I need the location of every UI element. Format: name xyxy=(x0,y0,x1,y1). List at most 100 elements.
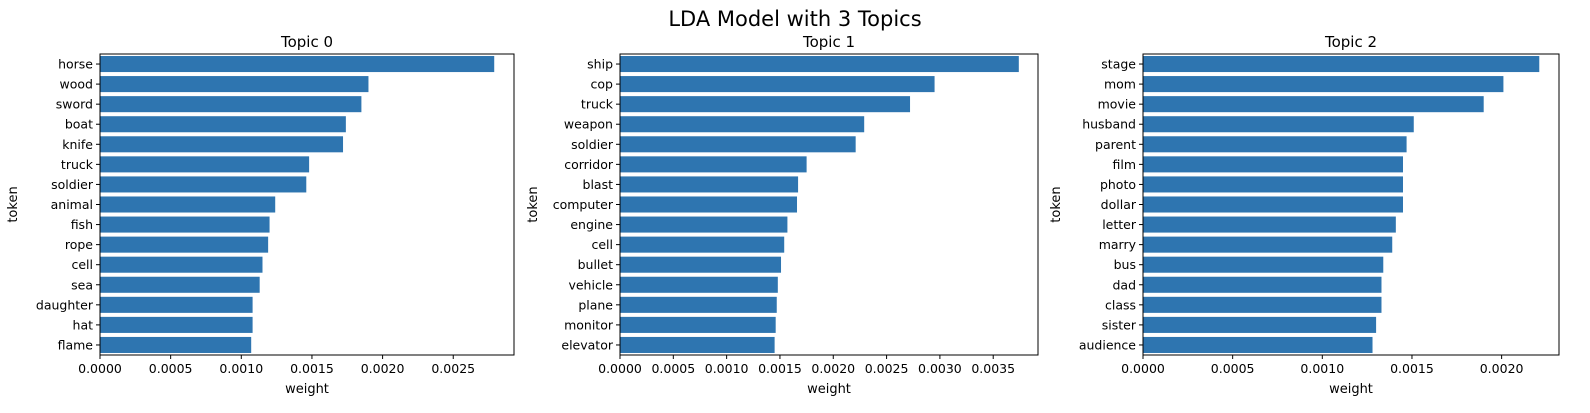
bar-daughter xyxy=(100,296,253,313)
y-tick-label: soldier xyxy=(571,137,614,152)
bar-rope xyxy=(100,236,269,253)
bar-blast xyxy=(620,176,799,193)
bar-dollar xyxy=(1143,196,1403,213)
bar-film xyxy=(1143,156,1403,173)
x-tick-label: 0.0015 xyxy=(1390,361,1434,376)
x-axis-label: weight xyxy=(285,382,329,397)
x-tick-label: 0.0005 xyxy=(651,361,695,376)
bar-mom xyxy=(1143,76,1504,93)
bar-cop xyxy=(620,76,935,93)
y-tick-label: horse xyxy=(58,57,93,72)
y-tick-label: truck xyxy=(61,157,94,172)
y-tick-label: parent xyxy=(1095,137,1136,152)
y-tick-label: sword xyxy=(56,97,93,112)
x-tick-label: 0.0035 xyxy=(971,361,1015,376)
x-tick-label: 0.0010 xyxy=(1300,361,1344,376)
bar-weapon xyxy=(620,116,865,133)
y-tick-label: hat xyxy=(73,317,94,332)
y-tick-label: vehicle xyxy=(568,277,613,292)
bar-computer xyxy=(620,196,798,213)
y-tick-label: fish xyxy=(71,217,93,232)
bar-flame xyxy=(100,336,252,353)
y-tick-label: marry xyxy=(1099,237,1137,252)
bar-stage xyxy=(1143,56,1540,73)
y-tick-label: monitor xyxy=(564,317,614,332)
y-axis-label: token xyxy=(1049,186,1064,222)
subplot-topic-1: Topic 1 ship cop truck weapon soldier corridor… xyxy=(526,33,1039,397)
bar-elevator xyxy=(620,336,775,353)
bar-fish xyxy=(100,216,270,233)
bar-corridor xyxy=(620,156,807,173)
bar-sea xyxy=(100,276,260,293)
subplots-group: Topic 0 horse wood sword boat knife truck soldi… xyxy=(6,33,1560,397)
y-tick-label: film xyxy=(1112,157,1136,172)
bar-horse xyxy=(100,56,495,73)
bar-wood xyxy=(100,76,369,93)
x-tick-label: 0.0005 xyxy=(1211,361,1255,376)
x-tick-label: 0.0000 xyxy=(78,361,122,376)
y-tick-label: sea xyxy=(71,277,93,292)
x-axis-label: weight xyxy=(1329,382,1373,397)
x-tick-label: 0.0025 xyxy=(865,361,909,376)
y-tick-label: wood xyxy=(60,77,93,92)
y-tick-label: flame xyxy=(58,337,94,352)
bar-vehicle xyxy=(620,276,778,293)
y-tick-label: letter xyxy=(1102,217,1137,232)
bar-parent xyxy=(1143,136,1407,153)
y-tick-label: photo xyxy=(1100,177,1136,192)
y-tick-label: knife xyxy=(62,137,93,152)
bar-bus xyxy=(1143,256,1384,273)
subplot-title: Topic 2 xyxy=(1324,33,1377,51)
y-axis-label: token xyxy=(526,186,541,222)
y-tick-label: movie xyxy=(1098,97,1137,112)
bar-sister xyxy=(1143,316,1377,333)
axes-frame xyxy=(619,53,1039,356)
y-tick-label: class xyxy=(1105,297,1136,312)
bar-truck xyxy=(620,96,911,113)
y-tick-label: bus xyxy=(1114,257,1136,272)
x-tick-label: 0.0000 xyxy=(1121,361,1165,376)
bar-ship xyxy=(620,56,1019,73)
bar-hat xyxy=(100,316,253,333)
y-tick-label: cop xyxy=(591,77,614,92)
y-tick-label: bullet xyxy=(578,257,613,272)
x-tick-label: 0.0020 xyxy=(1480,361,1524,376)
y-tick-label: daughter xyxy=(36,297,94,312)
y-axis-label: token xyxy=(6,186,21,222)
figure-suptitle: LDA Model with 3 Topics xyxy=(668,7,921,31)
x-tick-label: 0.0000 xyxy=(598,361,642,376)
bar-sword xyxy=(100,96,362,113)
bar-soldier xyxy=(100,176,307,193)
y-tick-label: engine xyxy=(570,217,613,232)
x-tick-label: 0.0015 xyxy=(290,361,334,376)
subplot-title: Topic 0 xyxy=(280,33,333,51)
axes-frame xyxy=(99,53,515,356)
y-tick-label: elevator xyxy=(561,337,613,352)
y-tick-label: weapon xyxy=(564,117,613,132)
x-tick-label: 0.0025 xyxy=(431,361,475,376)
bar-plane xyxy=(620,296,777,313)
y-tick-label: boat xyxy=(65,117,93,132)
y-tick-label: audience xyxy=(1079,337,1136,352)
bar-knife xyxy=(100,136,344,153)
y-tick-label: dollar xyxy=(1101,197,1137,212)
x-tick-label: 0.0010 xyxy=(705,361,749,376)
bar-movie xyxy=(1143,96,1484,113)
bar-engine xyxy=(620,216,788,233)
y-tick-label: soldier xyxy=(51,177,94,192)
bar-photo xyxy=(1143,176,1403,193)
y-tick-label: ship xyxy=(587,57,613,72)
y-tick-label: stage xyxy=(1101,57,1136,72)
y-tick-label: mom xyxy=(1104,77,1136,92)
bar-dad xyxy=(1143,276,1382,293)
y-tick-label: husband xyxy=(1082,117,1136,132)
y-tick-label: dad xyxy=(1112,277,1136,292)
y-tick-label: blast xyxy=(583,177,614,192)
bar-soldier xyxy=(620,136,856,153)
x-tick-label: 0.0030 xyxy=(918,361,962,376)
y-tick-label: rope xyxy=(65,237,93,252)
y-tick-label: truck xyxy=(581,97,614,112)
bar-audience xyxy=(1143,336,1373,353)
bar-husband xyxy=(1143,116,1414,133)
